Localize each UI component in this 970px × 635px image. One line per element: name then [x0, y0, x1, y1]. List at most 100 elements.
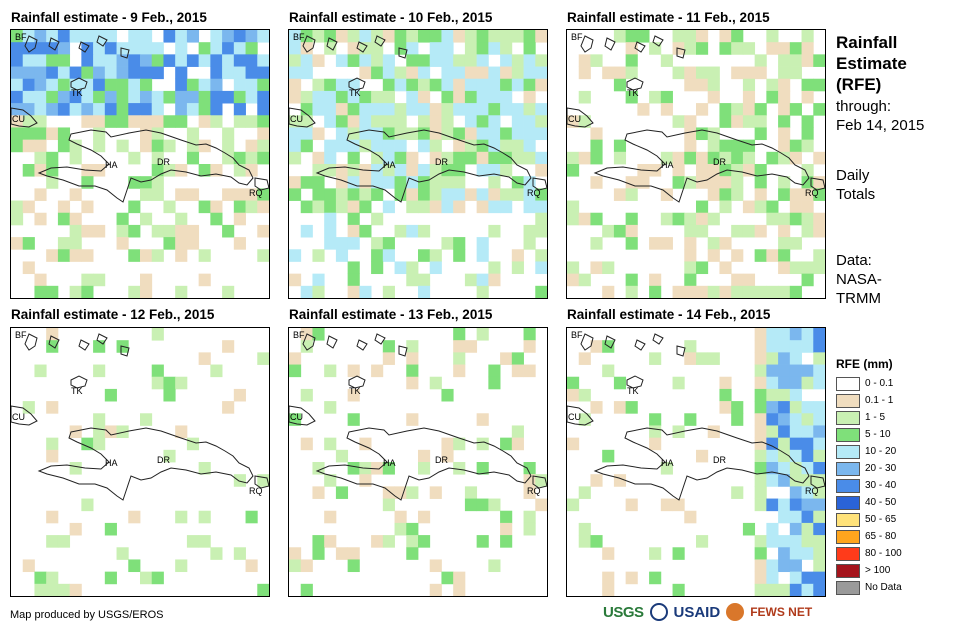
rainfall-map: BF TK CU HA DR RQ — [567, 328, 825, 596]
rainfall-cell — [116, 237, 129, 250]
rainfall-cell — [801, 449, 814, 463]
data-source-1: NASA- — [836, 271, 882, 288]
rainfall-cell — [163, 54, 176, 67]
coastline-path — [626, 375, 644, 389]
rainfall-cell — [198, 462, 211, 475]
rainfall-cell — [394, 224, 407, 238]
rainfall-cell — [22, 66, 35, 80]
rainfall-cell — [312, 90, 325, 104]
rainfall-cell — [347, 90, 360, 104]
rainfall-cell — [151, 127, 164, 141]
rainfall-cell — [300, 176, 313, 189]
rainfall-cell — [140, 285, 153, 298]
rainfall-cell — [11, 90, 24, 104]
rainfall-cell — [312, 176, 325, 189]
rainfall-cell — [46, 401, 59, 414]
rainfall-cell — [766, 462, 779, 475]
rainfall-cell — [625, 498, 638, 512]
rainfall-cell — [347, 364, 360, 378]
rainfall-cell — [778, 151, 791, 165]
rainfall-cell — [789, 376, 802, 390]
country-label-cu: CU — [12, 114, 25, 124]
rainfall-cell — [719, 139, 732, 153]
rainfall-cell — [813, 188, 825, 201]
rainfall-cell — [175, 90, 188, 104]
rainfall-cell — [140, 413, 153, 426]
rainfall-cell — [359, 285, 372, 298]
rainfall-cell — [523, 139, 536, 153]
rainfall-cell — [300, 559, 313, 573]
rainfall-cell — [801, 413, 814, 426]
rainfall-cell — [754, 462, 767, 475]
rainfall-cell — [175, 224, 188, 238]
rainfall-cell — [210, 200, 223, 214]
legend-item: 0.1 - 1 — [836, 392, 902, 409]
rainfall-cell — [46, 164, 59, 177]
rainfall-cell — [233, 42, 246, 55]
rainfall-cell — [766, 388, 779, 402]
rainfall-cell — [81, 90, 94, 104]
rainfall-cell — [731, 486, 744, 499]
rainfall-cell — [312, 151, 325, 165]
rainfall-cell — [511, 425, 524, 439]
rainfall-cell — [81, 103, 94, 116]
rainfall-cell — [69, 237, 82, 250]
rainfall-cell — [233, 103, 246, 116]
map-panel-feb-9: BF TK CU HA DR RQ — [10, 29, 270, 299]
legend-label: 50 - 65 — [865, 514, 897, 525]
rainfall-cell — [128, 54, 141, 67]
rainfall-cell — [778, 498, 791, 512]
rainfall-cell — [175, 559, 188, 573]
coastline-path — [289, 107, 316, 128]
rainfall-cell — [453, 328, 466, 341]
rainfall-cell — [684, 115, 697, 128]
rainfall-cell — [186, 535, 200, 548]
rainfall-cell — [289, 90, 302, 104]
rainfall-cell — [163, 30, 176, 43]
rainfall-cell — [69, 462, 82, 475]
rainfall-cell — [613, 139, 627, 153]
rainfall-cell — [312, 285, 325, 298]
rainfall-cell — [429, 30, 442, 43]
rainfall-cell — [523, 42, 536, 55]
rainfall-cell — [476, 535, 489, 548]
rainfall-cell — [535, 212, 547, 226]
country-label-bf: BF — [15, 32, 27, 42]
rainfall-cell — [324, 535, 337, 548]
rainfall-cell — [613, 376, 627, 390]
rainfall-cell — [754, 328, 767, 341]
rainfall-cell — [34, 90, 47, 104]
rainfall-cell — [163, 200, 176, 214]
rainfall-cell — [429, 188, 442, 201]
rainfall-cell — [371, 462, 384, 475]
legend-swatch — [836, 563, 860, 578]
rainfall-cell — [590, 237, 603, 250]
rainfall-cell — [441, 90, 454, 104]
rainfall-cell — [46, 78, 59, 92]
rainfall-cell — [590, 474, 603, 487]
rainfall-cell — [418, 224, 431, 238]
rainfall-cell — [801, 437, 814, 451]
rainfall-cell — [46, 328, 59, 341]
rainfall-cell — [731, 139, 744, 153]
coastline-path — [302, 35, 316, 53]
country-label-rq: RQ — [527, 188, 541, 198]
rainfall-cell — [590, 212, 603, 226]
rainfall-cell — [567, 200, 580, 214]
rainfall-cell — [476, 115, 489, 128]
rainfall-cell — [453, 364, 466, 378]
coastline-path — [37, 129, 254, 203]
rainfall-cell — [625, 273, 638, 287]
rainfall-cell — [742, 139, 756, 153]
rainfall-cell — [453, 176, 466, 189]
rainfall-cell — [57, 583, 71, 596]
rainfall-cell — [289, 42, 302, 55]
rainfall-cell — [198, 273, 211, 287]
rainfall-cell — [754, 474, 767, 487]
rainfall-cell — [731, 66, 744, 80]
rainfall-cell — [175, 376, 188, 390]
rainfall-cell — [488, 364, 501, 378]
rainfall-cell — [476, 139, 489, 153]
rainfall-cell — [104, 522, 117, 536]
rainfall-cell — [649, 437, 662, 451]
